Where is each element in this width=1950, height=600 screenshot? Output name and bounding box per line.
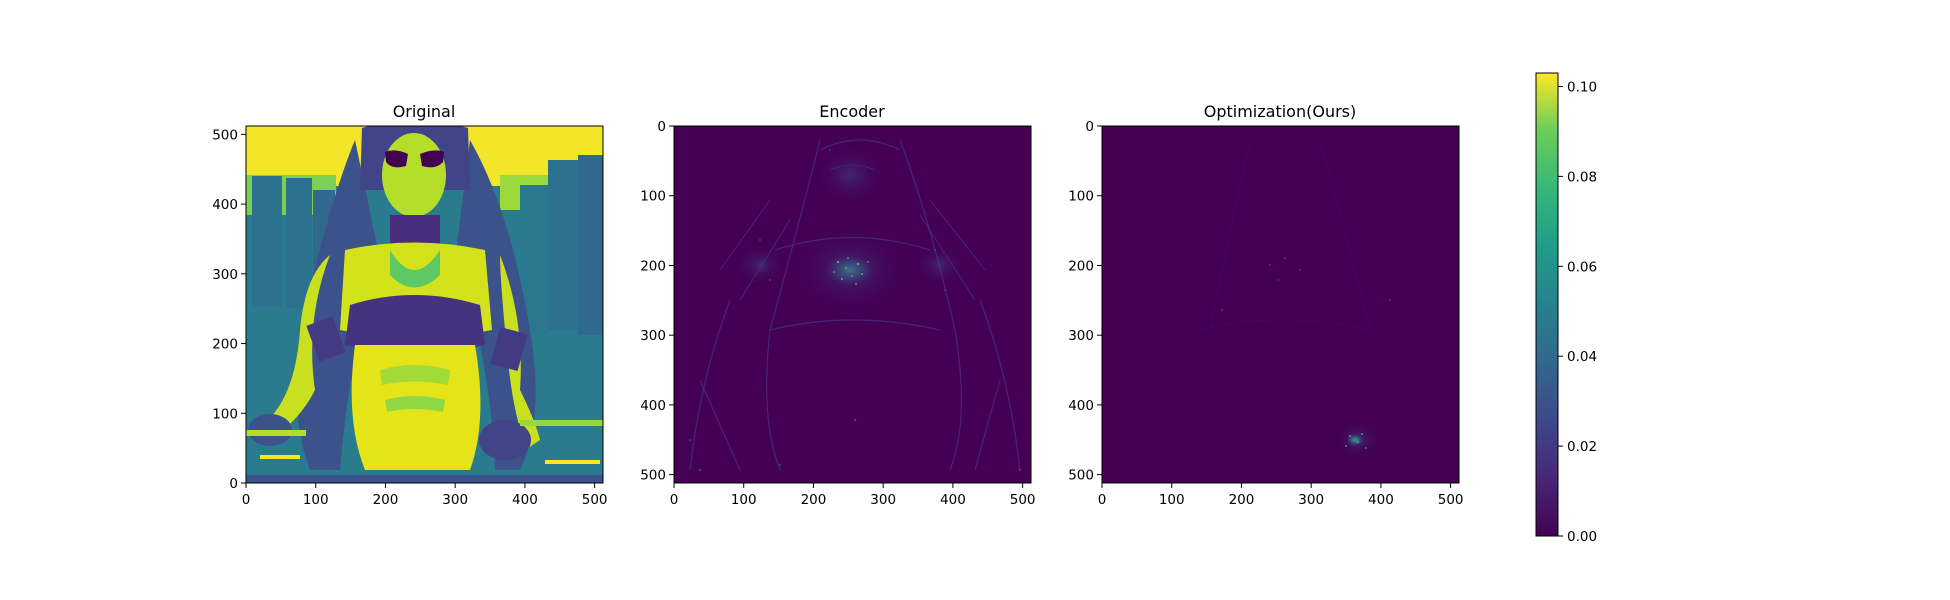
y-tick-label: 100 [1068, 189, 1094, 205]
y-tick-label: 0 [229, 476, 238, 492]
panel-original: Original [212, 102, 607, 508]
colorbar-tick-label: 0.10 [1567, 79, 1597, 95]
x-tick-label: 400 [1368, 492, 1394, 508]
x-tick-label: 400 [512, 492, 538, 508]
y-tick-label: 100 [212, 406, 238, 422]
y-tick-label: 400 [640, 398, 666, 414]
original-image [246, 126, 603, 483]
colorbar-tick-label: 0.06 [1567, 259, 1597, 275]
encoder-error-map [674, 126, 1031, 483]
y-tick-label: 500 [640, 468, 666, 484]
x-tick-label: 300 [870, 492, 896, 508]
panel-title: Original [393, 102, 456, 121]
y-tick-label: 200 [1068, 258, 1094, 274]
axes-frame [673, 125, 1032, 484]
colorbar-tick-label: 0.02 [1567, 439, 1597, 455]
x-tick-label: 100 [731, 492, 757, 508]
colorbar-gradient [1536, 73, 1558, 536]
y-axis: 0 100 200 300 400 500 [212, 127, 246, 492]
y-tick-label: 300 [212, 267, 238, 283]
x-tick-label: 0 [242, 492, 251, 508]
x-tick-label: 0 [1098, 492, 1107, 508]
panel-title: Optimization(Ours) [1204, 102, 1356, 121]
panel-title: Encoder [819, 102, 885, 121]
y-tick-label: 300 [640, 328, 666, 344]
y-tick-label: 200 [640, 258, 666, 274]
x-tick-label: 300 [1298, 492, 1324, 508]
y-axis: 0 100 200 300 400 500 [1068, 119, 1102, 484]
y-tick-label: 500 [212, 127, 238, 143]
x-tick-label: 300 [442, 492, 468, 508]
x-tick-label: 500 [582, 492, 608, 508]
axes-frame [245, 125, 604, 484]
colorbar-ticks: 0.00 0.02 0.04 0.06 0.08 0.10 [1558, 79, 1597, 545]
x-tick-label: 100 [1159, 492, 1185, 508]
colorbar-frame [1535, 72, 1559, 537]
y-tick-label: 200 [212, 337, 238, 353]
y-tick-label: 100 [640, 189, 666, 205]
y-axis: 0 100 200 300 400 500 [640, 119, 674, 484]
colorbar: 0.00 0.02 0.04 0.06 0.08 0.10 [1535, 72, 1597, 545]
panel-encoder: Encoder [640, 102, 1035, 508]
y-tick-label: 0 [657, 119, 666, 135]
y-tick-label: 0 [1085, 119, 1094, 135]
y-tick-label: 500 [1068, 468, 1094, 484]
x-tick-label: 500 [1010, 492, 1036, 508]
x-tick-label: 500 [1438, 492, 1464, 508]
colorbar-tick-label: 0.00 [1567, 529, 1597, 545]
x-tick-label: 200 [801, 492, 827, 508]
panel-optimization: Optimization(Ours) 0 100 200 300 400 500 [1068, 102, 1463, 508]
x-tick-label: 200 [373, 492, 399, 508]
x-tick-label: 400 [940, 492, 966, 508]
x-axis: 0 100 200 300 400 500 [1098, 483, 1464, 508]
x-axis: 0 100 200 300 400 500 [242, 483, 608, 508]
colorbar-tick-label: 0.08 [1567, 169, 1597, 185]
axes-frame [1101, 125, 1460, 484]
x-tick-label: 200 [1229, 492, 1255, 508]
y-tick-label: 400 [1068, 398, 1094, 414]
optimization-error-map [1102, 126, 1459, 483]
x-axis: 0 100 200 300 400 500 [670, 483, 1036, 508]
x-tick-label: 100 [303, 492, 329, 508]
y-tick-label: 300 [1068, 328, 1094, 344]
y-tick-label: 400 [212, 197, 238, 213]
x-tick-label: 0 [670, 492, 679, 508]
colorbar-tick-label: 0.04 [1567, 349, 1597, 365]
